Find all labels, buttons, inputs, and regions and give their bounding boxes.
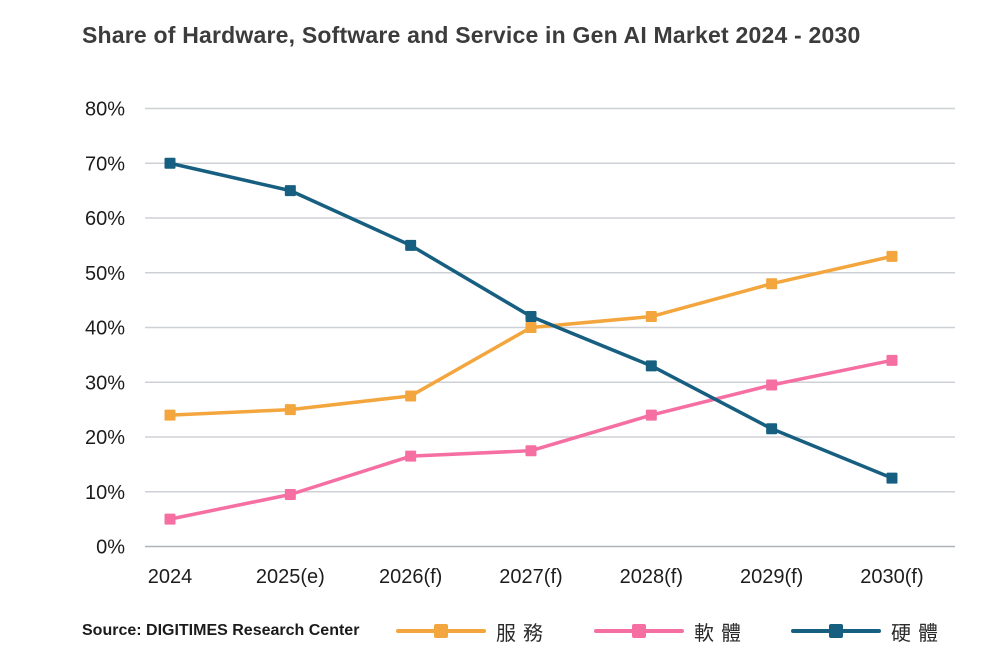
y-tick-label: 0% — [96, 537, 125, 559]
y-tick-label: 10% — [85, 482, 125, 504]
legend-item-0: 服務 — [396, 616, 550, 646]
y-tick-label: 80% — [85, 99, 125, 121]
data-point-marker — [645, 360, 657, 372]
y-tick-label: 30% — [85, 372, 125, 394]
x-axis-tick-labels: 2024 2025(e) 2026(f) 2027(f) 2028(f) 2029(f) 2… — [148, 566, 924, 588]
legend-label: 軟體 — [694, 622, 748, 645]
data-point-marker — [645, 409, 657, 421]
legend-square-marker — [829, 624, 843, 638]
legend-row: Source: DIGITIMES Research Center 服務 軟體 硬體 — [0, 616, 999, 646]
series-1-path — [168, 358, 894, 521]
chart-svg: 0%10%20%30%40%50%60%70%80%2024 2025(e) 202… — [85, 99, 955, 588]
legend-label: 服務 — [496, 622, 550, 645]
x-tick-label: 2028(f) — [620, 566, 683, 588]
x-tick-label: 2026(f) — [379, 566, 442, 588]
data-point-marker — [886, 472, 898, 484]
y-tick-label: 60% — [85, 208, 125, 230]
series-1-line — [164, 354, 898, 525]
data-point-marker — [164, 409, 176, 421]
data-point-marker — [525, 445, 537, 457]
series-2-line — [164, 157, 898, 484]
source-label: Source: DIGITIMES Research Center — [82, 622, 360, 639]
legend-line-marker-swatch — [594, 624, 684, 638]
series-0-line — [164, 250, 898, 421]
chart-title: Share of Hardware, Software and Service … — [82, 22, 861, 48]
legend-label: 硬體 — [891, 622, 945, 645]
data-point-marker — [766, 278, 778, 290]
x-tick-label: 2029(f) — [740, 566, 803, 588]
legend-line-marker-swatch — [791, 624, 881, 638]
legend-item-2: 硬體 — [791, 616, 945, 646]
x-tick-label: 2024 — [148, 566, 193, 588]
data-point-marker — [284, 404, 296, 416]
data-point-marker — [525, 322, 537, 333]
data-point-marker — [886, 250, 898, 262]
series-0-path — [168, 254, 894, 417]
y-tick-label: 40% — [85, 318, 125, 340]
x-tick-label: 2030(f) — [860, 566, 923, 588]
data-point-marker — [886, 354, 898, 366]
y-axis-tick-labels: 0% 10% 20% 30% 40% 50% 60% 70% 80% — [85, 99, 125, 559]
y-tick-label: 20% — [85, 427, 125, 449]
x-tick-label: 2025(e) — [256, 566, 325, 588]
data-point-marker — [405, 239, 417, 251]
legend-item-1: 軟體 — [594, 616, 748, 646]
data-point-marker — [164, 513, 176, 525]
y-tick-label: 50% — [85, 263, 125, 285]
gridlines — [145, 107, 955, 548]
data-point-marker — [766, 379, 778, 391]
x-tick-label: 2027(f) — [499, 566, 562, 588]
data-point-marker — [405, 390, 417, 402]
legend-square-marker — [434, 624, 448, 638]
data-point-marker — [164, 157, 176, 169]
data-point-marker — [645, 311, 657, 323]
data-point-marker — [284, 488, 296, 500]
legend-square-marker — [632, 624, 646, 638]
data-point-marker — [766, 423, 778, 435]
legend-line-marker-swatch — [396, 624, 486, 638]
data-point-marker — [525, 311, 537, 323]
data-point-marker — [405, 450, 417, 462]
data-point-marker — [284, 185, 296, 197]
y-tick-label: 70% — [85, 153, 125, 175]
